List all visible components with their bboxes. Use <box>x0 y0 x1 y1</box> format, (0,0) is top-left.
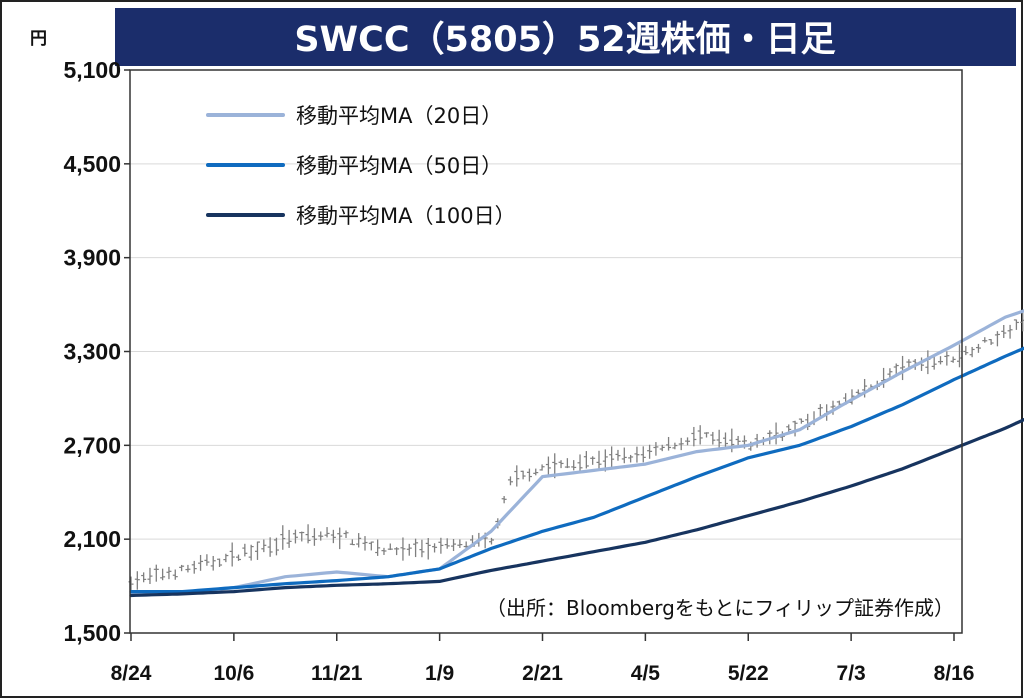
y-tick-label-1: 2,100 <box>63 526 121 552</box>
x-tick-label-8: 8/16 <box>934 662 975 685</box>
legend-label-ma20: 移動平均MA（20日） <box>296 104 502 128</box>
x-tick-label-1: 10/6 <box>213 662 254 685</box>
ma50-line <box>129 346 1024 594</box>
y-axis: 1,500 2,100 2,700 3,300 3,900 4,500 5,100 <box>63 57 130 646</box>
price-candles <box>128 312 1024 592</box>
x-tick-label-7: 7/3 <box>837 662 866 685</box>
legend: 移動平均MA（20日） 移動平均MA（50日） 移動平均MA（100日） <box>206 104 516 228</box>
chart-title: SWCC（5805）52週株価・日足 <box>294 20 835 60</box>
y-tick-label-5: 4,500 <box>63 151 121 177</box>
x-tick-label-2: 11/21 <box>311 662 363 685</box>
y-tick-label-2: 2,700 <box>63 432 121 458</box>
y-tick-label-4: 3,900 <box>63 245 121 271</box>
source-note: （出所：Bloombergをもとにフィリップ証券作成） <box>486 596 954 620</box>
moving-average-lines <box>129 309 1024 598</box>
x-tick-label-0: 8/24 <box>111 662 152 685</box>
x-tick-label-6: 5/22 <box>728 662 769 685</box>
legend-label-ma50: 移動平均MA（50日） <box>296 154 502 178</box>
y-unit-label: 円 <box>30 29 47 49</box>
y-tick-label-3: 3,300 <box>63 339 121 365</box>
y-tick-label-6: 5,100 <box>63 57 121 83</box>
y-tick-label-0: 1,500 <box>63 620 121 646</box>
x-axis: 8/24 10/6 11/21 1/9 2/21 4/5 5/22 7/3 8/16 <box>111 633 975 685</box>
x-tick-label-4: 2/21 <box>522 662 563 685</box>
title-bar <box>115 8 1016 66</box>
ma100-line <box>129 417 1024 598</box>
x-tick-label-3: 1/9 <box>425 662 454 685</box>
x-tick-label-5: 4/5 <box>631 662 661 685</box>
legend-label-ma100: 移動平均MA（100日） <box>296 204 516 228</box>
